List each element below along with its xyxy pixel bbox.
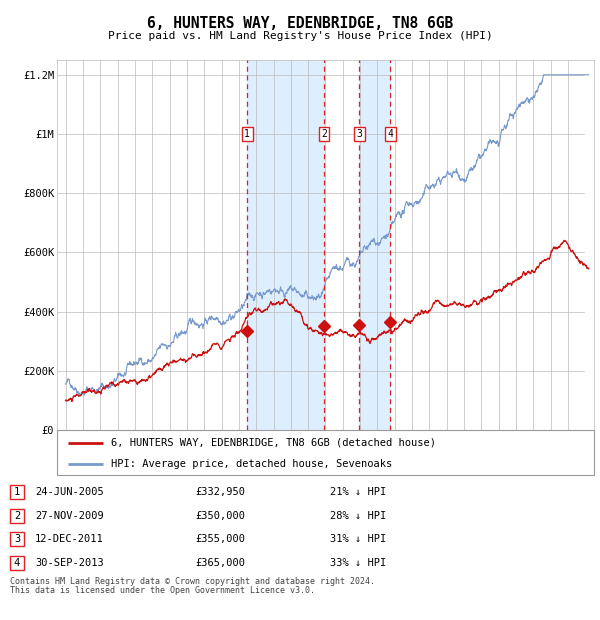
Text: 3: 3 <box>14 534 20 544</box>
Bar <box>10 508 24 523</box>
Text: 30-SEP-2013: 30-SEP-2013 <box>35 558 104 568</box>
Text: Price paid vs. HM Land Registry's House Price Index (HPI): Price paid vs. HM Land Registry's House … <box>107 31 493 41</box>
Text: 21% ↓ HPI: 21% ↓ HPI <box>330 487 386 497</box>
Text: 27-NOV-2009: 27-NOV-2009 <box>35 511 104 521</box>
Text: £350,000: £350,000 <box>195 511 245 521</box>
Text: 4: 4 <box>388 129 394 139</box>
Text: 31% ↓ HPI: 31% ↓ HPI <box>330 534 386 544</box>
Text: 28% ↓ HPI: 28% ↓ HPI <box>330 511 386 521</box>
Text: 4: 4 <box>14 558 20 568</box>
Text: This data is licensed under the Open Government Licence v3.0.: This data is licensed under the Open Gov… <box>10 586 315 595</box>
Text: 24-JUN-2005: 24-JUN-2005 <box>35 487 104 497</box>
Text: 2: 2 <box>321 129 327 139</box>
Text: £355,000: £355,000 <box>195 534 245 544</box>
Text: 33% ↓ HPI: 33% ↓ HPI <box>330 558 386 568</box>
Bar <box>586 60 594 430</box>
Text: 12-DEC-2011: 12-DEC-2011 <box>35 534 104 544</box>
FancyBboxPatch shape <box>57 430 594 475</box>
Bar <box>10 533 24 546</box>
Text: 1: 1 <box>244 129 250 139</box>
Text: 6, HUNTERS WAY, EDENBRIDGE, TN8 6GB (detached house): 6, HUNTERS WAY, EDENBRIDGE, TN8 6GB (det… <box>111 438 436 448</box>
Bar <box>247 60 324 430</box>
Text: 1: 1 <box>14 487 20 497</box>
Text: 2: 2 <box>14 511 20 521</box>
Text: 6, HUNTERS WAY, EDENBRIDGE, TN8 6GB: 6, HUNTERS WAY, EDENBRIDGE, TN8 6GB <box>147 16 453 30</box>
Text: HPI: Average price, detached house, Sevenoaks: HPI: Average price, detached house, Seve… <box>111 459 392 469</box>
Text: £332,950: £332,950 <box>195 487 245 497</box>
Text: 3: 3 <box>356 129 362 139</box>
Text: Contains HM Land Registry data © Crown copyright and database right 2024.: Contains HM Land Registry data © Crown c… <box>10 577 375 586</box>
Bar <box>359 60 391 430</box>
Text: £365,000: £365,000 <box>195 558 245 568</box>
Bar <box>10 556 24 570</box>
Bar <box>10 485 24 499</box>
